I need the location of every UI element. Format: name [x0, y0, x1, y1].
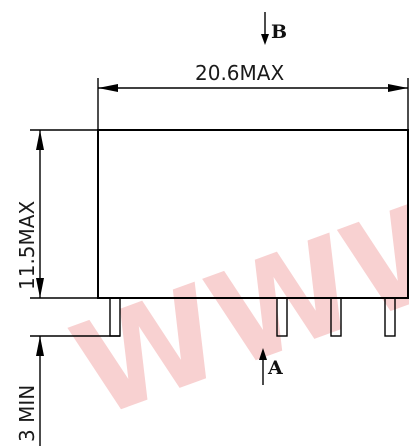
- view-arrow-b: B: [261, 12, 287, 45]
- arrowhead-right-icon: [388, 84, 408, 92]
- width-dimension-label: 20.6MAX: [195, 61, 284, 85]
- pin-3: [330, 297, 342, 337]
- width-dimension: 20.6MAX: [97, 61, 409, 130]
- view-label-a: A: [267, 357, 283, 379]
- arrow-up-icon: [259, 348, 267, 360]
- arrowhead-up-icon: [36, 336, 44, 356]
- arrow-down-icon: [261, 34, 269, 45]
- height-dimension: 11.5MAX: [15, 129, 98, 299]
- view-label-b: B: [271, 21, 287, 43]
- arrowhead-down-icon: [36, 278, 44, 298]
- arrowhead-left-icon: [98, 84, 118, 92]
- pin-dimension: 3 MIN: [15, 335, 120, 446]
- view-arrow-a: A: [259, 348, 283, 385]
- height-dimension-label: 11.5MAX: [15, 201, 39, 290]
- pin-2: [276, 297, 288, 337]
- arrowhead-up-icon: [36, 130, 44, 150]
- relay-body: [97, 129, 409, 299]
- pin-4: [384, 297, 396, 337]
- pin-dimension-label: 3 MIN: [15, 385, 39, 442]
- relay-pins: [109, 297, 396, 337]
- watermark-text: WWW: [55, 157, 409, 446]
